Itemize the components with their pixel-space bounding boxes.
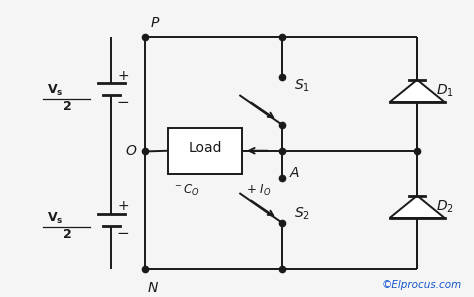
Text: −: − bbox=[117, 226, 129, 241]
Text: ©Elprocus.com: ©Elprocus.com bbox=[382, 279, 462, 290]
Text: Load: Load bbox=[188, 141, 222, 155]
Text: −: − bbox=[117, 95, 129, 110]
Text: $D_2$: $D_2$ bbox=[436, 198, 454, 215]
Text: $\mathbf{V_s}$: $\mathbf{V_s}$ bbox=[47, 83, 64, 98]
Text: $\mathbf{V_s}$: $\mathbf{V_s}$ bbox=[47, 211, 64, 226]
Text: $S_1$: $S_1$ bbox=[294, 78, 310, 94]
Text: $P$: $P$ bbox=[150, 16, 161, 30]
Text: $O$: $O$ bbox=[125, 144, 137, 159]
Text: $N$: $N$ bbox=[147, 281, 159, 295]
Text: $\mathbf{2}$: $\mathbf{2}$ bbox=[62, 100, 71, 113]
Text: +: + bbox=[118, 199, 129, 214]
Polygon shape bbox=[390, 80, 445, 102]
Polygon shape bbox=[390, 196, 445, 218]
Text: $A$: $A$ bbox=[289, 166, 301, 180]
Text: +: + bbox=[118, 69, 129, 83]
Text: $+\ I_O$: $+\ I_O$ bbox=[246, 183, 272, 198]
Text: $S_2$: $S_2$ bbox=[294, 206, 310, 222]
Text: $^-C_O$: $^-C_O$ bbox=[173, 183, 200, 198]
Text: $\mathbf{2}$: $\mathbf{2}$ bbox=[62, 228, 71, 241]
Bar bbox=[168, 128, 242, 174]
Text: $D_1$: $D_1$ bbox=[436, 82, 454, 99]
